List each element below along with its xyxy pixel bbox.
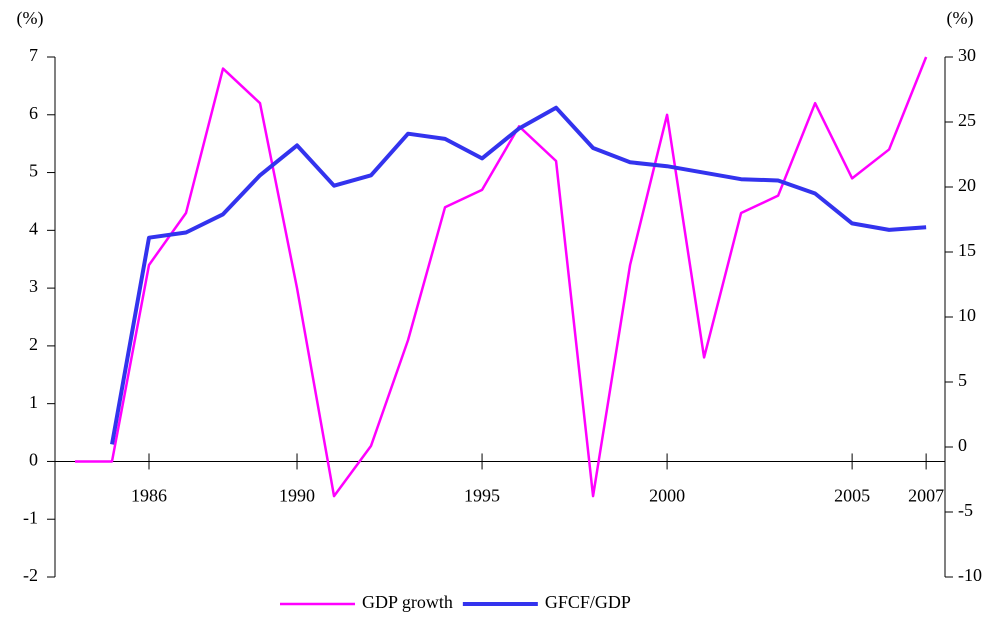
y2-tick-label: 5 bbox=[958, 370, 967, 390]
y2-tick-label: 10 bbox=[958, 305, 976, 325]
y2-axis-label: (%) bbox=[947, 8, 974, 29]
y-tick-label: -1 bbox=[23, 507, 38, 527]
x-tick-label: 1986 bbox=[131, 486, 167, 506]
y-tick-label: 1 bbox=[29, 392, 38, 412]
x-tick-label: 2007 bbox=[908, 486, 944, 506]
y-tick-label: -2 bbox=[23, 565, 38, 585]
y-tick-label: 2 bbox=[29, 334, 38, 354]
x-tick-label: 1995 bbox=[464, 486, 500, 506]
y2-tick-label: 30 bbox=[958, 45, 976, 65]
series-line bbox=[110, 105, 927, 445]
y-tick-label: 7 bbox=[29, 45, 38, 65]
y-tick-label: 6 bbox=[29, 103, 38, 123]
y2-tick-label: -10 bbox=[958, 565, 982, 585]
x-tick-label: 1990 bbox=[279, 486, 315, 506]
y-tick-label: 4 bbox=[29, 218, 38, 238]
series-line bbox=[74, 56, 928, 498]
legend-label: GDP growth bbox=[362, 592, 453, 612]
y2-tick-label: 0 bbox=[958, 435, 967, 455]
y-axis-label: (%) bbox=[17, 8, 44, 29]
x-tick-label: 2005 bbox=[834, 486, 870, 506]
y2-tick-label: 15 bbox=[958, 240, 976, 260]
x-tick-label: 2000 bbox=[649, 486, 685, 506]
y-tick-label: 3 bbox=[29, 276, 38, 296]
y-tick-label: 0 bbox=[29, 450, 38, 470]
y-tick-label: 5 bbox=[29, 161, 38, 181]
y2-tick-label: 20 bbox=[958, 175, 976, 195]
y2-tick-label: 25 bbox=[958, 110, 976, 130]
y2-tick-label: -5 bbox=[958, 500, 973, 520]
legend-label: GFCF/GDP bbox=[545, 592, 631, 612]
